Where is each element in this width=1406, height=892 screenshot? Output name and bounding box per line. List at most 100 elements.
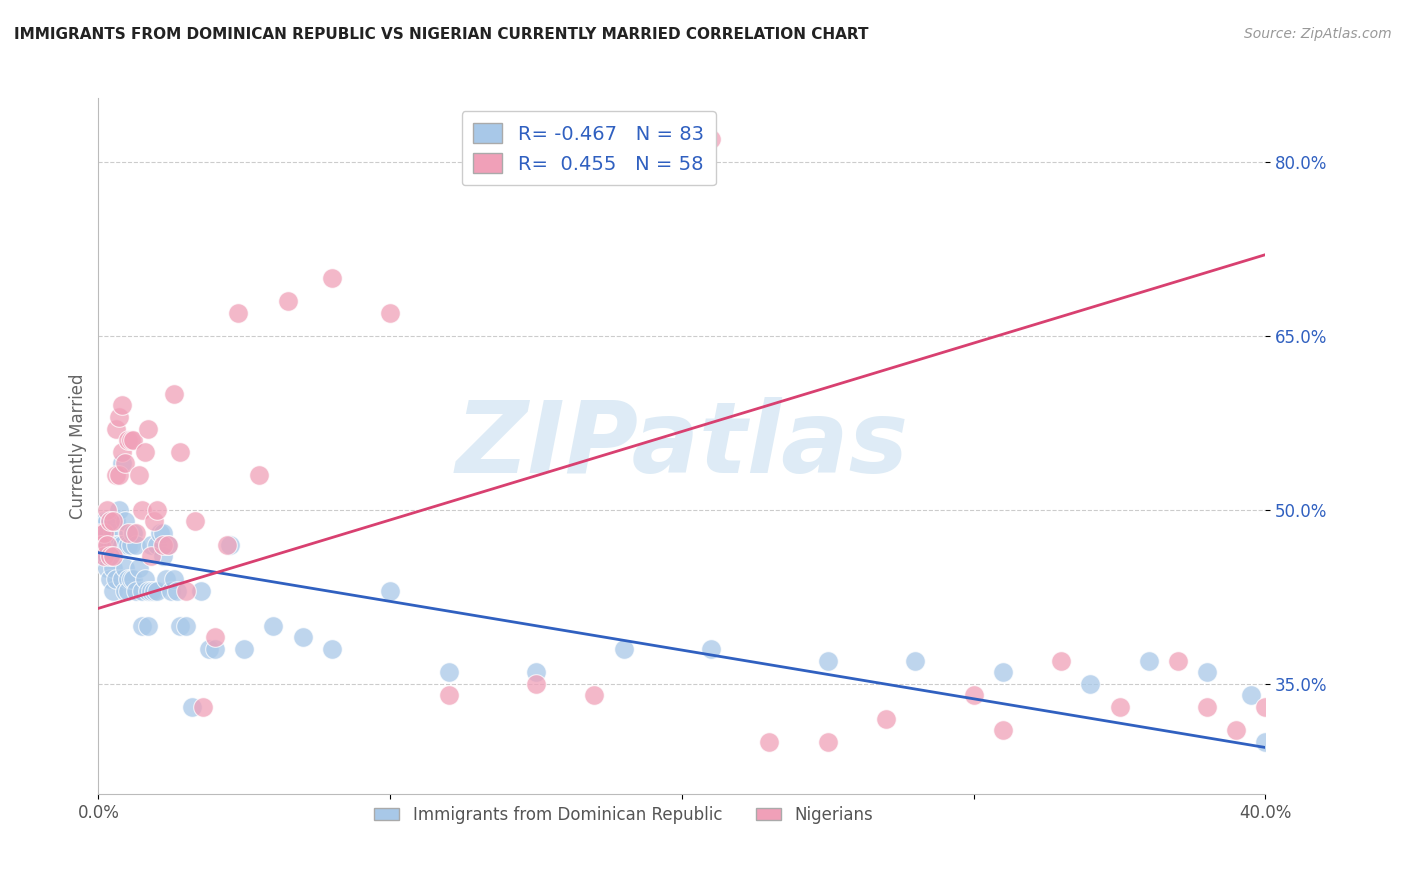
Point (1240, 689, 1263, 703)
Point (96, 537, 118, 551)
Point (991, 723, 1014, 737)
Point (146, 502, 169, 516)
Point (108, 467, 131, 482)
Point (142, 583, 165, 598)
Point (1050, 653, 1073, 667)
Point (111, 456, 134, 471)
Point (962, 689, 984, 703)
Point (700, 131, 723, 145)
Point (108, 410, 131, 425)
Point (96, 561, 118, 575)
Point (134, 444, 156, 458)
Point (166, 583, 188, 598)
Point (136, 583, 159, 598)
Point (380, 305, 402, 319)
Point (583, 689, 606, 703)
Point (114, 561, 136, 575)
Point (93, 549, 115, 564)
Point (1225, 723, 1247, 737)
Point (111, 444, 134, 458)
Point (180, 699, 202, 714)
Point (134, 573, 156, 587)
Point (437, 665, 460, 680)
Point (233, 641, 256, 656)
Text: Source: ZipAtlas.com: Source: ZipAtlas.com (1244, 27, 1392, 41)
Point (114, 456, 136, 471)
Point (122, 573, 145, 587)
Point (1137, 653, 1160, 667)
Point (152, 549, 174, 564)
Point (117, 525, 139, 540)
Point (114, 514, 136, 528)
Point (128, 561, 150, 575)
Point (139, 537, 162, 551)
Point (174, 583, 197, 598)
Point (108, 502, 131, 516)
Point (90, 537, 112, 551)
Point (991, 665, 1014, 680)
Point (131, 502, 153, 516)
Point (163, 386, 186, 401)
Point (155, 573, 177, 587)
Point (204, 641, 226, 656)
Point (612, 641, 634, 656)
Point (104, 514, 127, 528)
Point (149, 525, 172, 540)
Point (111, 398, 134, 412)
Point (169, 619, 191, 633)
Point (524, 676, 547, 690)
Point (90, 525, 112, 540)
Point (1195, 699, 1218, 714)
Point (183, 514, 205, 528)
Point (321, 641, 343, 656)
Point (198, 641, 221, 656)
Point (101, 537, 124, 551)
Legend: Immigrants from Dominican Republic, Nigerians: Immigrants from Dominican Republic, Nige… (368, 799, 879, 830)
Point (114, 583, 136, 598)
Point (104, 537, 127, 551)
Point (1254, 699, 1277, 714)
Point (101, 549, 124, 564)
Point (120, 433, 142, 447)
Point (96, 525, 118, 540)
Point (98, 537, 121, 551)
Point (904, 653, 927, 667)
Point (117, 537, 139, 551)
Text: ZIPatlas: ZIPatlas (456, 398, 908, 494)
Point (93, 549, 115, 564)
Point (139, 583, 162, 598)
Point (117, 433, 139, 447)
Point (817, 653, 839, 667)
Point (96, 502, 118, 516)
Point (93, 525, 115, 540)
Point (93, 537, 115, 551)
Point (437, 689, 460, 703)
Point (160, 583, 183, 598)
Point (120, 537, 142, 551)
Point (90, 525, 112, 540)
Point (146, 537, 169, 551)
Point (108, 537, 131, 551)
Point (190, 583, 212, 598)
Point (101, 583, 124, 598)
Point (120, 573, 142, 587)
Point (157, 537, 180, 551)
Point (122, 433, 145, 447)
Point (101, 525, 124, 540)
Point (291, 630, 314, 644)
Point (125, 537, 148, 551)
Point (228, 305, 250, 319)
Point (817, 735, 839, 749)
Point (1080, 676, 1102, 690)
Point (96, 514, 118, 528)
Point (128, 467, 150, 482)
Point (104, 573, 127, 587)
Point (139, 549, 162, 564)
Point (98, 549, 121, 564)
Point (157, 537, 180, 551)
Point (104, 422, 127, 436)
Point (1195, 665, 1218, 680)
Point (321, 271, 343, 285)
Point (204, 630, 226, 644)
Point (96, 537, 118, 551)
